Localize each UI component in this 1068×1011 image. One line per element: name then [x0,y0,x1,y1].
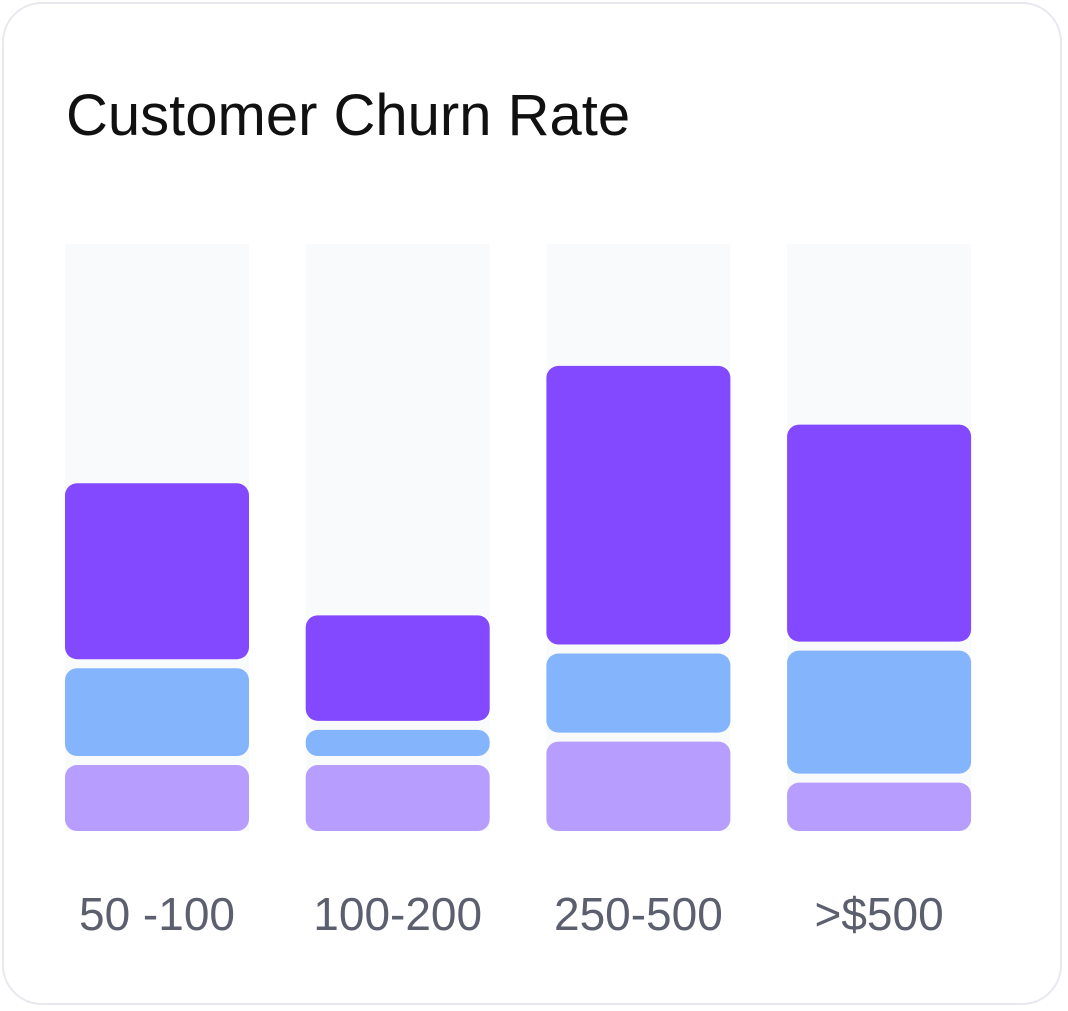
bar-segment [305,615,490,721]
x-tick-label: >$500 [814,888,943,940]
bar-segment [546,365,731,645]
bar-segment [787,424,972,642]
bar-segment [305,765,490,831]
bar-segment [305,729,490,757]
x-tick-label: 50 -100 [79,888,235,940]
x-tick-label: 250-500 [554,888,723,940]
bar-segment [546,741,731,831]
bar-segment [787,782,972,831]
bar-segment [65,765,249,831]
bar-segment [546,653,731,733]
bar-segment [787,650,972,774]
x-tick-label: 100-200 [313,888,482,940]
bar-segment [65,483,249,660]
bar-segment [65,668,249,757]
chart-title: Customer Churn Rate [66,83,630,148]
